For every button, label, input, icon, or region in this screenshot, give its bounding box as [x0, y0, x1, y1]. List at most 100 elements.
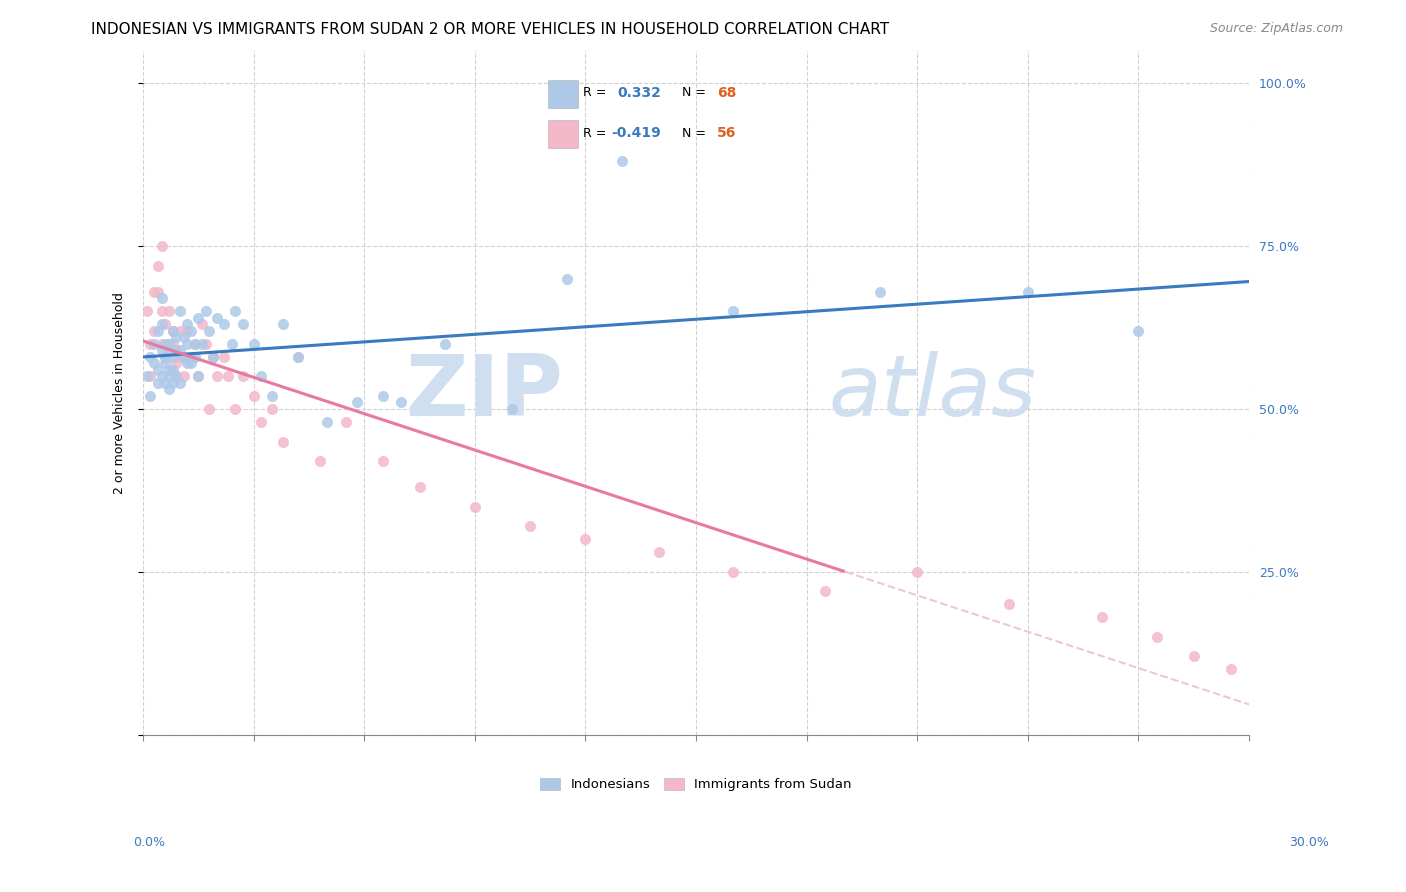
Point — [135, 304, 157, 318]
Point — [139, 336, 162, 351]
Point — [187, 369, 209, 384]
Point — [157, 304, 180, 318]
Point — [1146, 630, 1168, 644]
Point — [464, 500, 486, 514]
Point — [250, 369, 273, 384]
Point — [173, 369, 195, 384]
Point — [155, 350, 177, 364]
Point — [146, 376, 169, 390]
Point — [574, 533, 596, 547]
Point — [335, 415, 357, 429]
Point — [157, 363, 180, 377]
Point — [162, 376, 184, 390]
Point — [187, 310, 209, 325]
Point — [814, 584, 837, 599]
Point — [150, 239, 173, 253]
Point — [143, 324, 166, 338]
Point — [150, 318, 173, 332]
Point — [205, 369, 228, 384]
Point — [612, 154, 634, 169]
Point — [180, 350, 202, 364]
Y-axis label: 2 or more Vehicles in Household: 2 or more Vehicles in Household — [114, 292, 127, 493]
Point — [316, 415, 339, 429]
Point — [155, 318, 177, 332]
Point — [176, 324, 198, 338]
Point — [150, 369, 173, 384]
Point — [155, 356, 177, 370]
Point — [173, 350, 195, 364]
Text: 0.0%: 0.0% — [134, 837, 166, 849]
Point — [371, 454, 394, 468]
Point — [648, 545, 671, 559]
Point — [169, 304, 191, 318]
Point — [162, 324, 184, 338]
Point — [155, 350, 177, 364]
Point — [191, 336, 214, 351]
Point — [176, 336, 198, 351]
Point — [187, 369, 209, 384]
Point — [519, 519, 541, 533]
Point — [173, 330, 195, 344]
Point — [205, 310, 228, 325]
Point — [501, 401, 523, 416]
Point — [1219, 663, 1241, 677]
Point — [143, 285, 166, 299]
Point — [180, 356, 202, 370]
Point — [1090, 610, 1112, 624]
Point — [905, 565, 928, 579]
Point — [146, 259, 169, 273]
Point — [173, 350, 195, 364]
Point — [287, 350, 309, 364]
Point — [165, 369, 187, 384]
Point — [998, 598, 1021, 612]
Point — [155, 376, 177, 390]
Point — [389, 395, 412, 409]
Point — [1017, 285, 1039, 299]
Point — [162, 363, 184, 377]
Point — [721, 565, 744, 579]
Point — [176, 318, 198, 332]
Point — [242, 336, 264, 351]
Point — [202, 350, 225, 364]
Point — [242, 389, 264, 403]
Point — [271, 434, 294, 449]
Point — [146, 285, 169, 299]
Point — [139, 369, 162, 384]
Point — [346, 395, 368, 409]
Point — [162, 336, 184, 351]
Point — [165, 343, 187, 358]
Text: 30.0%: 30.0% — [1289, 837, 1329, 849]
Point — [183, 336, 205, 351]
Point — [1128, 324, 1150, 338]
Point — [221, 336, 243, 351]
Point — [271, 318, 294, 332]
Point — [162, 324, 184, 338]
Point — [371, 389, 394, 403]
Point — [143, 356, 166, 370]
Point — [180, 324, 202, 338]
Point — [555, 271, 578, 285]
Point — [224, 304, 246, 318]
Point — [232, 369, 254, 384]
Text: Source: ZipAtlas.com: Source: ZipAtlas.com — [1209, 22, 1343, 36]
Point — [721, 304, 744, 318]
Point — [157, 343, 180, 358]
Point — [434, 336, 457, 351]
Point — [309, 454, 332, 468]
Point — [169, 343, 191, 358]
Point — [250, 415, 273, 429]
Point — [150, 343, 173, 358]
Point — [1182, 649, 1205, 664]
Point — [212, 318, 235, 332]
Point — [139, 350, 162, 364]
Point — [146, 324, 169, 338]
Point — [165, 369, 187, 384]
Point — [157, 383, 180, 397]
Point — [150, 291, 173, 305]
Point — [150, 336, 173, 351]
Legend: Indonesians, Immigrants from Sudan: Indonesians, Immigrants from Sudan — [536, 772, 856, 797]
Point — [165, 356, 187, 370]
Text: INDONESIAN VS IMMIGRANTS FROM SUDAN 2 OR MORE VEHICLES IN HOUSEHOLD CORRELATION : INDONESIAN VS IMMIGRANTS FROM SUDAN 2 OR… — [91, 22, 890, 37]
Point — [869, 285, 891, 299]
Point — [157, 336, 180, 351]
